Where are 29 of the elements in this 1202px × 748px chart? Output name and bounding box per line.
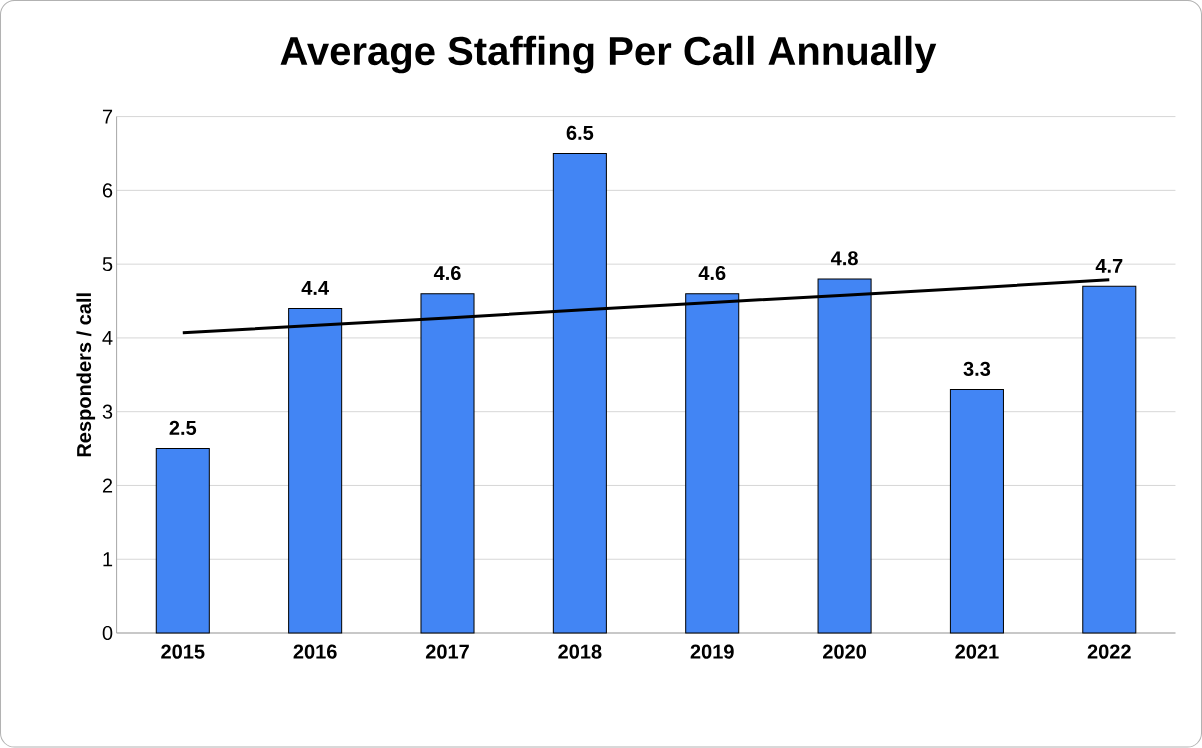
x-tick-label: 2017 <box>425 644 469 659</box>
data-label: 4.7 <box>1095 259 1123 273</box>
data-label: 6.5 <box>566 125 594 141</box>
bar <box>1082 285 1137 634</box>
data-label: 3.3 <box>963 362 991 377</box>
x-tick-label: 2020 <box>823 644 867 659</box>
x-tick-label: 2016 <box>293 644 337 659</box>
data-label: 4.8 <box>830 251 858 266</box>
x-tick-label: 2021 <box>955 644 999 659</box>
y-tick-label: 4 <box>102 331 113 345</box>
y-tick-label: 7 <box>102 109 113 124</box>
x-tick-label: 2019 <box>690 644 734 659</box>
y-tick-label: 3 <box>102 404 113 419</box>
data-label: 4.4 <box>301 281 329 296</box>
y-tick-label: 2 <box>102 478 113 493</box>
x-tick-label: 2022 <box>1087 644 1131 659</box>
data-label: 4.6 <box>433 266 461 281</box>
data-label: 4.6 <box>698 266 726 281</box>
bar <box>949 389 1004 634</box>
y-axis-title: Responders / call <box>76 293 96 457</box>
x-tick-label: 2018 <box>558 644 602 659</box>
y-tick-label: 0 <box>102 626 113 641</box>
y-tick-label: 1 <box>103 552 113 567</box>
data-label: 2.5 <box>169 421 197 436</box>
bar <box>155 448 210 634</box>
y-tick-label: 5 <box>102 257 113 272</box>
y-tick-label: 6 <box>102 183 113 198</box>
x-tick-label: 2015 <box>161 644 205 659</box>
chart-title: Average Staffing Per Call Annually <box>280 35 937 74</box>
